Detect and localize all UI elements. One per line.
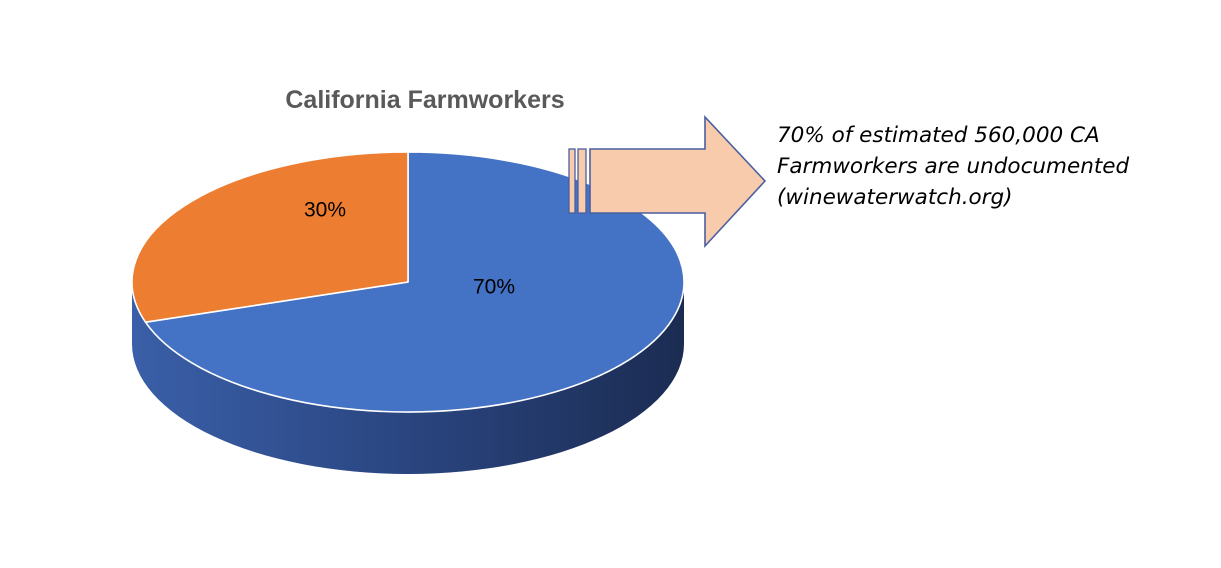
callout-bar [577, 148, 587, 214]
slice-label-1: 30% [304, 199, 346, 222]
slice-label-0: 70% [473, 276, 515, 299]
pie-side-wall [132, 282, 684, 474]
callout-line: (winewaterwatch.org) [777, 185, 1013, 210]
callout-arrow-shape [589, 114, 767, 249]
callout-line: Farmworkers are undocumented [777, 154, 1130, 179]
callout-text: 70% of estimated 560,000 CA Farmworkers … [777, 120, 1207, 213]
chart-title: California Farmworkers [285, 86, 565, 114]
callout-line: 70% of estimated 560,000 CA [777, 123, 1100, 148]
pie-slice-1 [131, 151, 409, 323]
callout-bar [568, 148, 576, 214]
callout-arrow [568, 114, 767, 249]
pie-plot-area: 70% 30% [131, 151, 685, 474]
